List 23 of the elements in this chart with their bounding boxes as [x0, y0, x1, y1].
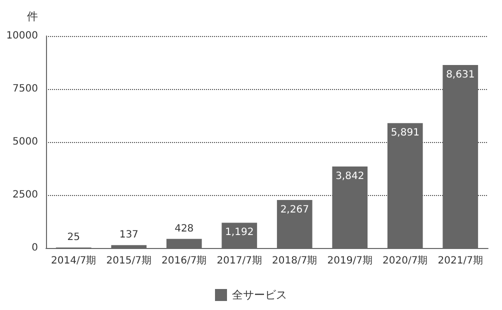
text: 428 [174, 223, 194, 234]
x-tick-label: 2021/7期 [438, 254, 483, 266]
x-tick-label: 2020/7期 [382, 254, 428, 266]
y-tick-label: 7500 [12, 84, 38, 94]
y-tick-label: 10000 [6, 30, 38, 42]
text: 25 [67, 232, 80, 243]
x-tick-label: 2018/7期 [272, 254, 318, 266]
y-tick-label: 5000 [12, 136, 38, 148]
x-tick-label: 2016/7期 [162, 254, 207, 266]
x-tick-label: 2014/7期 [51, 254, 96, 266]
text: 3,842 [336, 171, 364, 182]
x-tick-label: 2017/7期 [216, 254, 262, 266]
text: 2,267 [280, 204, 309, 216]
text: 5,891 [390, 128, 420, 139]
text: 8,631 [446, 70, 475, 81]
text: 137 [119, 230, 138, 241]
x-tick-label: 2015/7期 [106, 254, 152, 266]
legend-label: 全サービス [232, 288, 287, 302]
text: 1,192 [225, 227, 254, 238]
y-tick-label: 0 [32, 242, 38, 254]
y-axis-title: 件 [27, 10, 38, 23]
x-tick-label: 2019/7期 [327, 254, 372, 266]
y-tick-label: 2500 [12, 190, 38, 200]
